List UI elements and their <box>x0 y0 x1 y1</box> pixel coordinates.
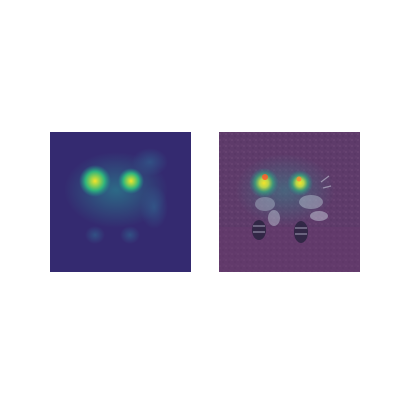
heatmap-panel <box>50 132 191 272</box>
hotspot-right <box>118 168 144 194</box>
overlay-image <box>219 132 360 272</box>
hotspot-left <box>79 165 111 197</box>
bee-left <box>252 197 280 240</box>
overlay-panel <box>219 132 360 272</box>
overlay-hotspot-left <box>249 168 279 198</box>
overlay-hotspot-right <box>287 170 313 196</box>
heatmap-image <box>50 132 191 272</box>
bee-right <box>294 175 332 243</box>
